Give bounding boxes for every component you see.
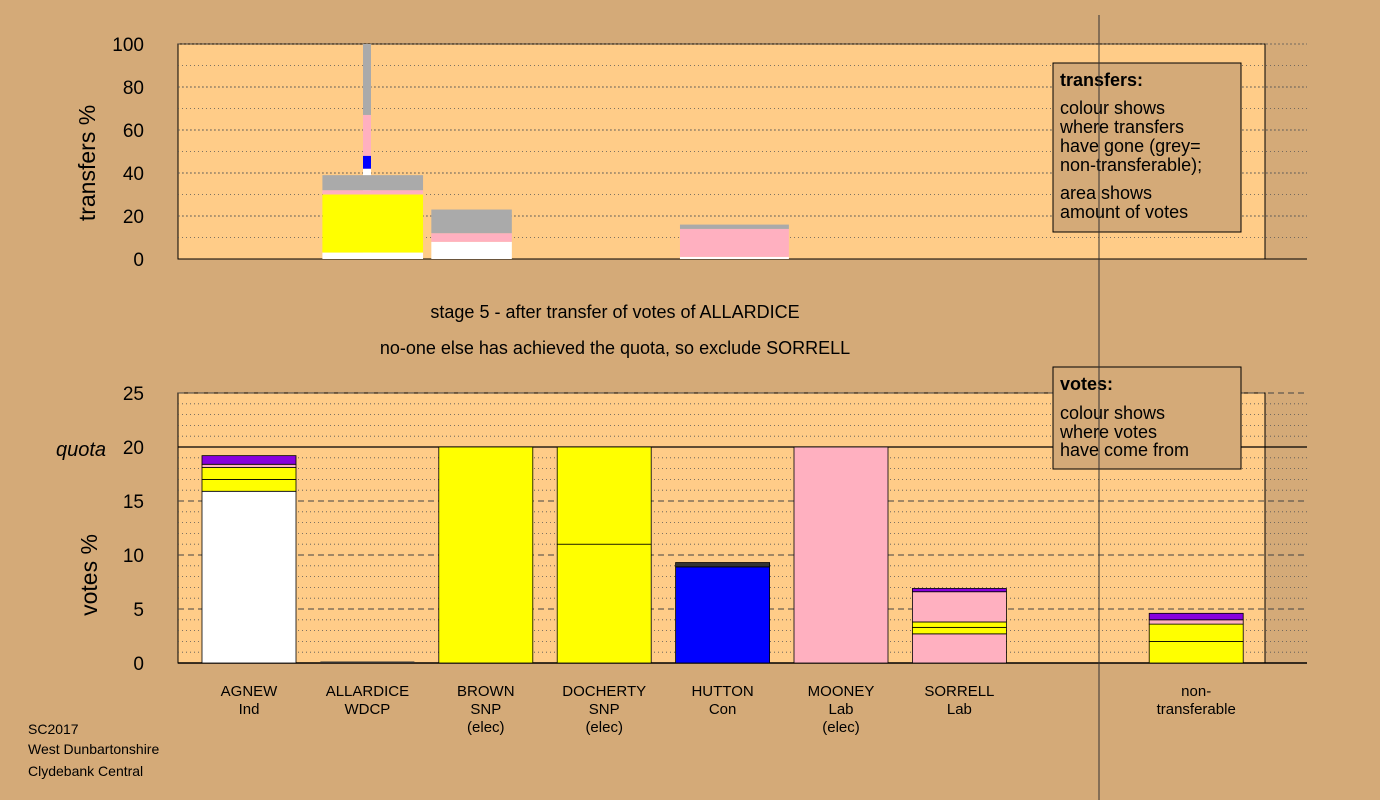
transfer-segment xyxy=(431,209,512,234)
category-label: ALLARDICE xyxy=(326,683,409,700)
votes-legend-line: colour shows xyxy=(1060,403,1165,423)
transfer-segment xyxy=(322,190,424,195)
stage-text: stage 5 - after transfer of votes of ALL… xyxy=(430,302,799,322)
category-label: SNP xyxy=(470,701,501,718)
transfer-segment xyxy=(322,175,424,191)
transfers-bars xyxy=(322,44,789,259)
transfers-legend-line: area shows xyxy=(1060,183,1152,203)
category-label: (elec) xyxy=(585,719,623,736)
transfers-y-ticks: 0 20 40 60 80 100 xyxy=(112,35,144,271)
category-label: Lab xyxy=(947,701,972,718)
transfer-segment xyxy=(679,224,789,229)
vote-segment xyxy=(1148,623,1244,642)
votes-y-axis-label: votes % xyxy=(76,534,102,616)
y-tick-label: 15 xyxy=(123,492,144,513)
y-tick-label: 5 xyxy=(133,600,144,621)
vote-segment xyxy=(912,633,1007,664)
vote-segment xyxy=(201,490,297,664)
transfer-segment xyxy=(363,155,371,169)
vote-segment xyxy=(793,446,889,664)
votes-legend-line: have come from xyxy=(1060,440,1189,460)
y-tick-label: 40 xyxy=(123,164,144,185)
votes-gridlines xyxy=(178,392,1307,664)
votes-bars xyxy=(201,446,1244,664)
category-label: Lab xyxy=(828,701,853,718)
category-label: Ind xyxy=(239,701,260,718)
transfers-legend: transfers: colour shows where transfers … xyxy=(1052,62,1242,233)
y-tick-label: 100 xyxy=(112,35,144,56)
category-label: WDCP xyxy=(344,701,390,718)
y-tick-label: 60 xyxy=(123,121,144,142)
transfers-y-axis-label: transfers % xyxy=(74,105,100,221)
votes-category-labels: AGNEWIndALLARDICEWDCPBROWNSNP(elec)DOCHE… xyxy=(221,683,1236,736)
vote-segment xyxy=(201,467,297,480)
y-tick-label: 10 xyxy=(123,546,144,567)
transfers-legend-line: amount of votes xyxy=(1060,202,1188,222)
vote-segment xyxy=(912,626,1007,635)
transfer-segment xyxy=(322,194,424,253)
footer-line: SC2017 xyxy=(28,721,79,737)
quota-label: quota xyxy=(56,439,106,461)
transfer-segment xyxy=(363,44,371,115)
votes-y-ticks: 0 5 10 15 20 25 xyxy=(123,384,144,675)
vote-segment xyxy=(1148,641,1244,664)
y-tick-label: 0 xyxy=(133,250,144,271)
y-tick-label: 20 xyxy=(123,438,144,459)
vote-segment xyxy=(201,478,297,492)
transfer-segment xyxy=(363,114,371,156)
votes-legend: votes: colour shows where votes have com… xyxy=(1052,366,1242,470)
votes-legend-line: where votes xyxy=(1059,422,1157,442)
transfers-legend-line: colour shows xyxy=(1060,98,1165,118)
vote-segment xyxy=(675,566,770,664)
category-label: HUTTON xyxy=(691,683,753,700)
vote-segment xyxy=(1148,612,1244,621)
transfer-segment xyxy=(431,241,512,259)
transfers-legend-line: where transfers xyxy=(1059,117,1184,137)
vote-bar-empty xyxy=(320,661,415,663)
category-label: (elec) xyxy=(467,719,505,736)
category-label: non- xyxy=(1181,683,1211,700)
votes-legend-title: votes: xyxy=(1060,374,1113,394)
category-label: Con xyxy=(709,701,737,718)
vote-segment xyxy=(912,621,1007,628)
category-label: AGNEW xyxy=(221,683,279,700)
status-text: no-one else has achieved the quota, so e… xyxy=(380,338,850,358)
vote-segment xyxy=(556,446,652,545)
footer-line: West Dunbartonshire xyxy=(28,741,159,757)
category-label: DOCHERTY xyxy=(562,683,646,700)
vote-segment xyxy=(438,446,534,664)
transfers-legend-title: transfers: xyxy=(1060,70,1143,90)
y-tick-label: 80 xyxy=(123,78,144,99)
category-label: MOONEY xyxy=(808,683,875,700)
vote-segment xyxy=(201,455,297,465)
transfers-legend-line: non-transferable); xyxy=(1060,155,1202,175)
vote-segment xyxy=(201,463,297,468)
y-tick-label: 25 xyxy=(123,384,144,405)
vote-segment xyxy=(1148,619,1244,625)
category-label: (elec) xyxy=(822,719,860,736)
category-label: SNP xyxy=(589,701,620,718)
vote-segment xyxy=(675,562,770,568)
y-tick-label: 0 xyxy=(133,654,144,675)
transfer-segment xyxy=(431,233,512,242)
footer-line: Clydebank Central xyxy=(28,763,143,779)
transfer-segment xyxy=(322,252,424,259)
transfers-legend-line: have gone (grey= xyxy=(1060,136,1201,156)
category-label: SORRELL xyxy=(924,683,994,700)
transfer-segment xyxy=(679,228,789,257)
vote-segment xyxy=(912,588,1007,593)
y-tick-label: 20 xyxy=(123,207,144,228)
category-label: transferable xyxy=(1157,701,1236,718)
vote-segment xyxy=(556,543,652,664)
transfer-segment xyxy=(679,256,789,259)
vote-segment xyxy=(912,591,1007,623)
category-label: BROWN xyxy=(457,683,515,700)
